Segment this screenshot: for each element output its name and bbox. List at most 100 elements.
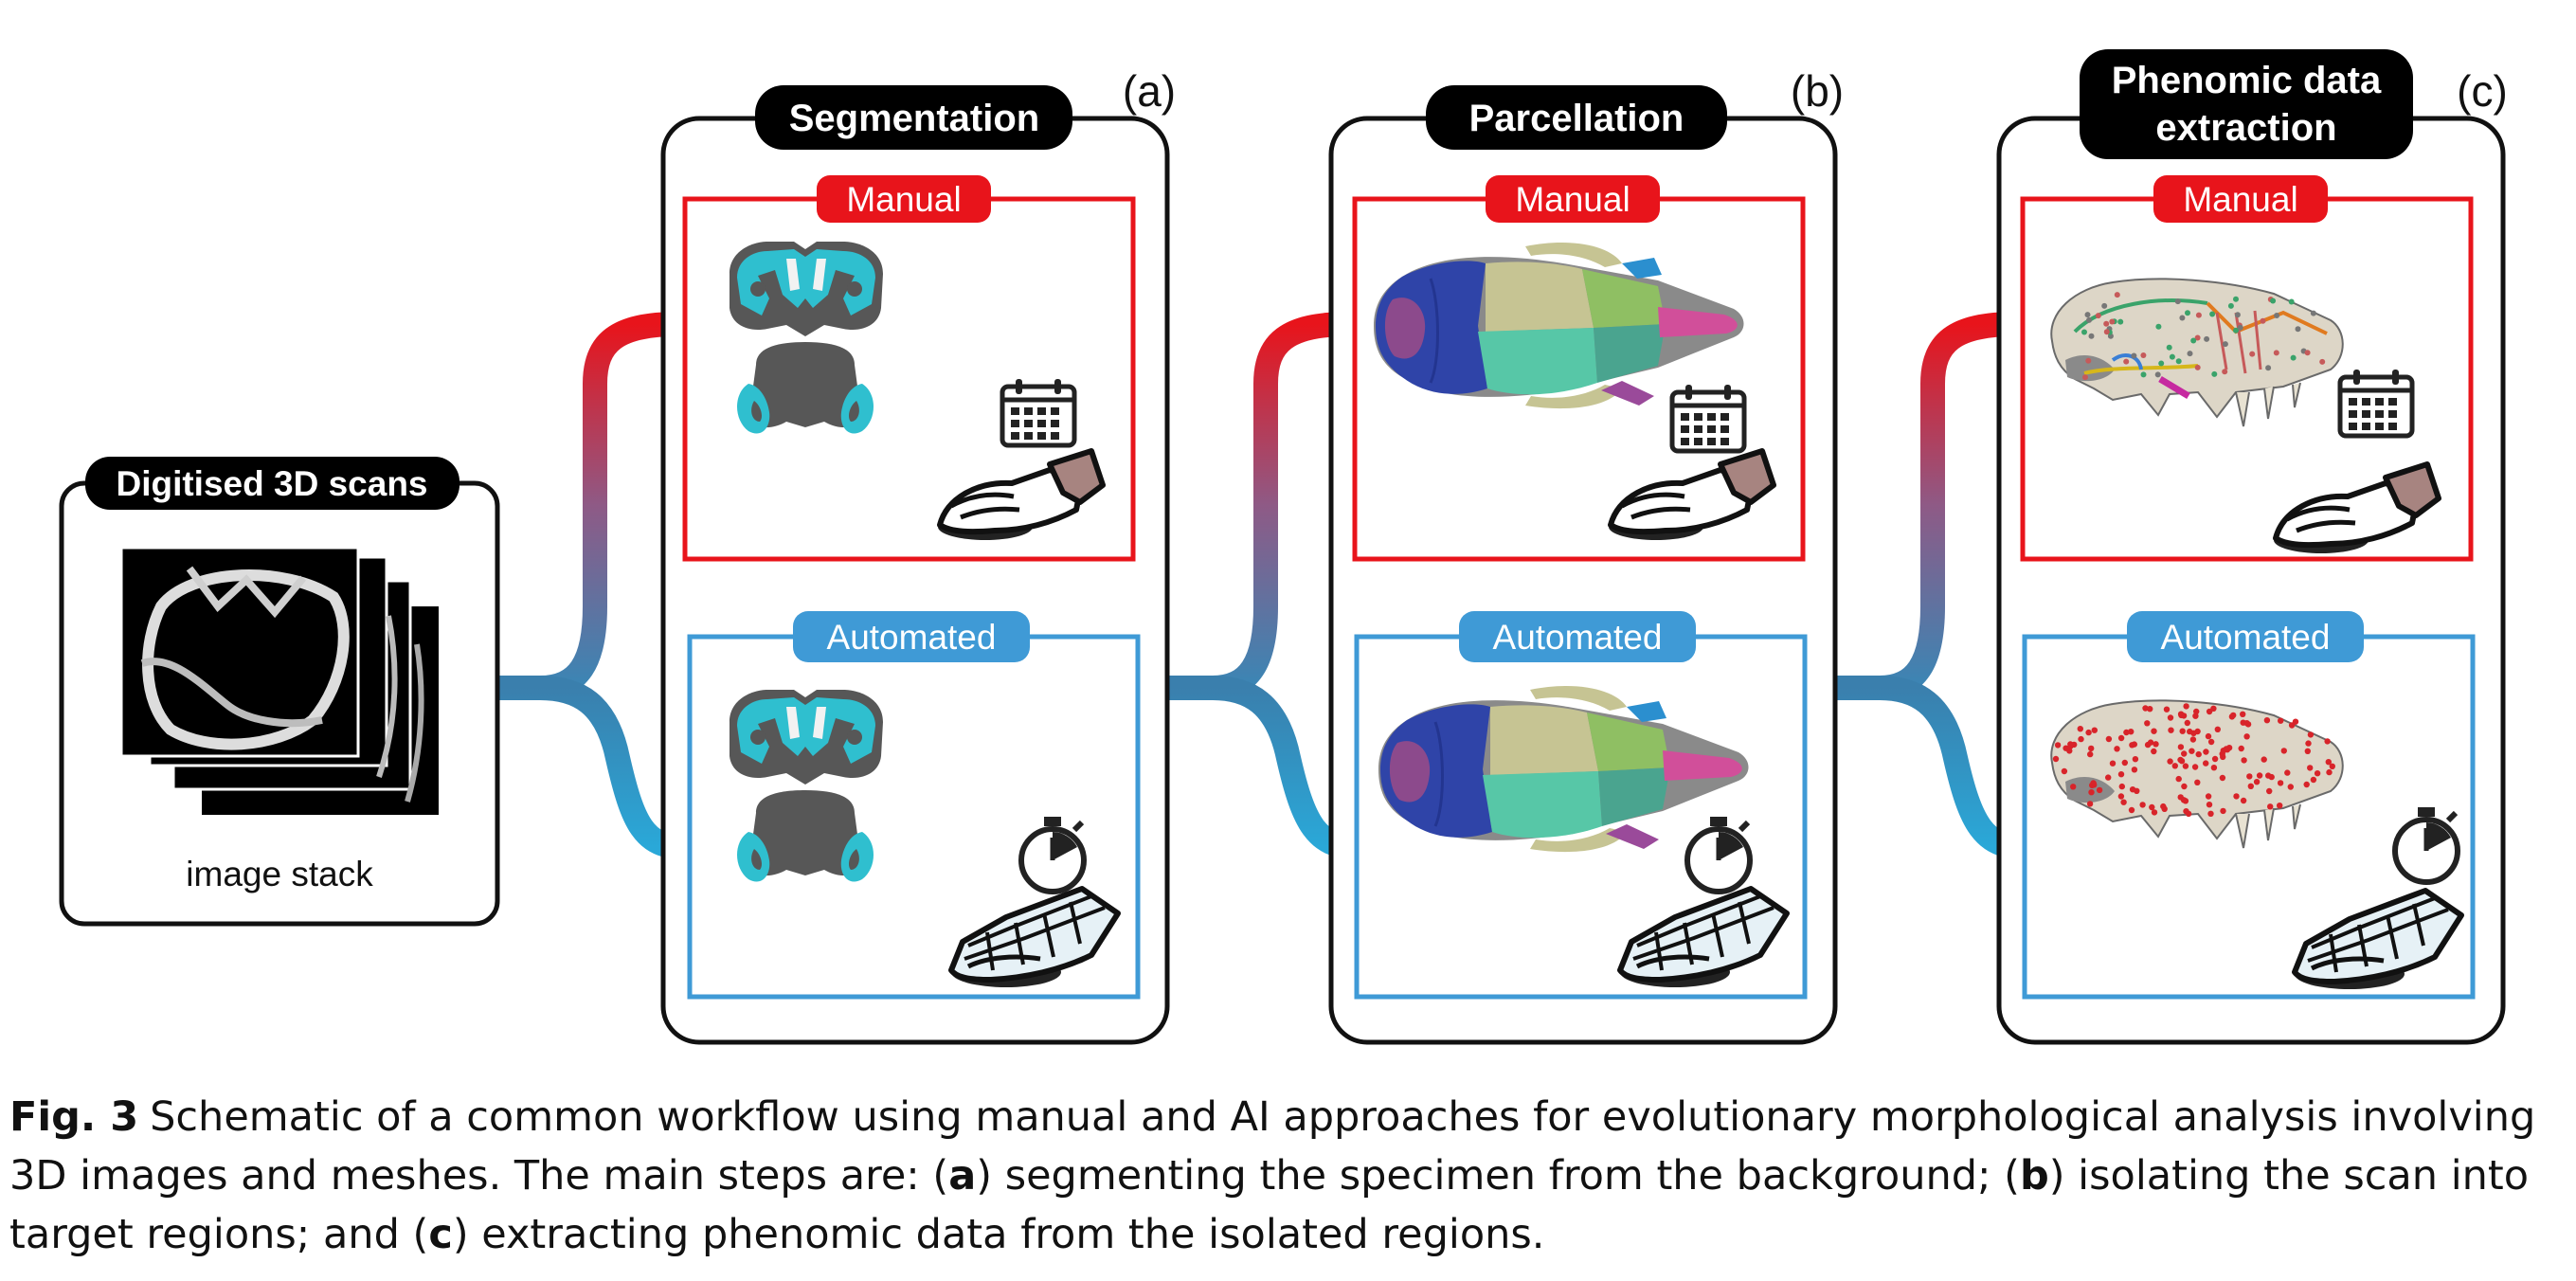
landmark-point [2206,802,2213,808]
landmark-point [2187,351,2193,357]
landmark-point [2163,706,2171,713]
landmark-point [2280,748,2287,754]
landmark-point [2219,774,2226,782]
landmark-point [2310,310,2316,316]
landmark-point [2155,323,2162,330]
landmark-point [2084,312,2091,318]
landmark-point [2303,781,2310,788]
landmark-point [2207,738,2215,746]
landmark-point [2153,741,2159,748]
landmark-point [2210,765,2218,771]
landmark-point [2147,739,2154,746]
landmark-point [2179,728,2186,734]
parcellation-title: Parcellation [1469,98,1684,139]
landmark-point [2109,318,2116,325]
landmark-point [2175,358,2182,365]
landmark-point [2326,768,2333,776]
landmark-point [2203,749,2209,755]
landmark-point [2181,750,2188,757]
landmark-point [2175,775,2182,783]
landmark-point [2195,750,2202,758]
landmark-point [2240,797,2247,804]
landmarked-skull-image [2050,699,2344,849]
landmark-point [2241,757,2247,764]
landmark-point [2167,758,2173,765]
landmark-point [2154,371,2161,378]
segmentation-title: Segmentation [789,98,1039,139]
landmark-point [2265,365,2272,371]
calendar-icon [2340,370,2412,436]
landmark-point [2324,738,2331,745]
landmark-point [2277,780,2284,786]
landmark-point [2233,296,2239,302]
landmark-point [2121,759,2128,767]
landmark-point [2129,786,2136,793]
landmark-point [2249,351,2256,357]
parcellation-manual-panel: Manual [1352,175,1806,562]
landmark-point [2329,763,2335,769]
caption-text: ) segmenting the specimen from the backg… [976,1152,2020,1200]
landmark-point [2169,353,2175,360]
caption-step-a: a [948,1152,977,1200]
phenomic-title-line1: Phenomic data [2112,60,2382,101]
landmark-point [2238,745,2244,752]
image-stack-label: image stack [186,855,373,893]
figure-caption: Fig. 3 Schematic of a common workflow usi… [9,1088,2567,1264]
landmark-point [2052,755,2060,763]
landmark-point [2117,793,2125,800]
landmark-point [2128,806,2135,814]
landmark-point [2253,779,2261,785]
landmark-point [2109,760,2117,767]
landmark-point [2103,320,2110,327]
landmark-point [2290,354,2297,361]
landmark-point [2304,748,2311,754]
landmark-point [2310,776,2317,784]
landmark-point [2234,312,2241,318]
landmark-point [2151,728,2157,734]
landmark-point [2166,344,2172,351]
landmark-point [2095,313,2101,319]
landmark-point [2088,333,2095,339]
landmark-point [2117,318,2124,325]
landmark-point [2211,370,2218,377]
landmark-point [2123,729,2130,736]
landmark-point [2085,729,2092,736]
landmark-point [2243,733,2250,740]
landmark-point [2105,774,2112,781]
landmark-point [2067,741,2074,748]
phenomic-manual-label: Manual [2183,180,2297,219]
segmentation-manual-label: Manual [846,180,961,219]
landmark-point [2325,759,2332,766]
phenomic-manual-panel: Manual [2020,175,2474,562]
landmarked-skull-image [2050,278,2344,427]
landmark-point [2087,750,2094,758]
parcellation-manual-label: Manual [1515,180,1630,219]
landmark-point [2171,763,2178,769]
landmark-point [2185,810,2192,818]
landmark-point [2260,317,2266,324]
landmark-point [2314,770,2321,777]
landmark-point [2227,302,2234,309]
calendar-icon [1672,385,1744,451]
landmark-point [2177,744,2185,750]
landmark-point [2117,771,2125,778]
landmark-point [2131,352,2137,359]
caption-text: Schematic of a common workflow using man… [9,1093,2536,1200]
landmark-point [2131,767,2138,773]
landmark-point [2189,736,2197,743]
landmark-point [2081,329,2087,335]
landmark-point [2103,329,2110,335]
landmark-point [2118,783,2125,790]
landmark-point [2288,298,2295,305]
landmark-point [2054,742,2062,749]
landmark-point [2192,713,2199,719]
phenomic-automated-label: Automated [2161,618,2331,657]
landmark-point [2205,732,2212,740]
landmark-point [2244,721,2252,728]
landmark-point [2128,729,2135,735]
landmark-point [2277,803,2283,809]
landmark-point [2061,767,2068,775]
landmark-point [2246,773,2253,780]
landmark-point [2151,748,2157,755]
landmark-point [2284,769,2291,776]
